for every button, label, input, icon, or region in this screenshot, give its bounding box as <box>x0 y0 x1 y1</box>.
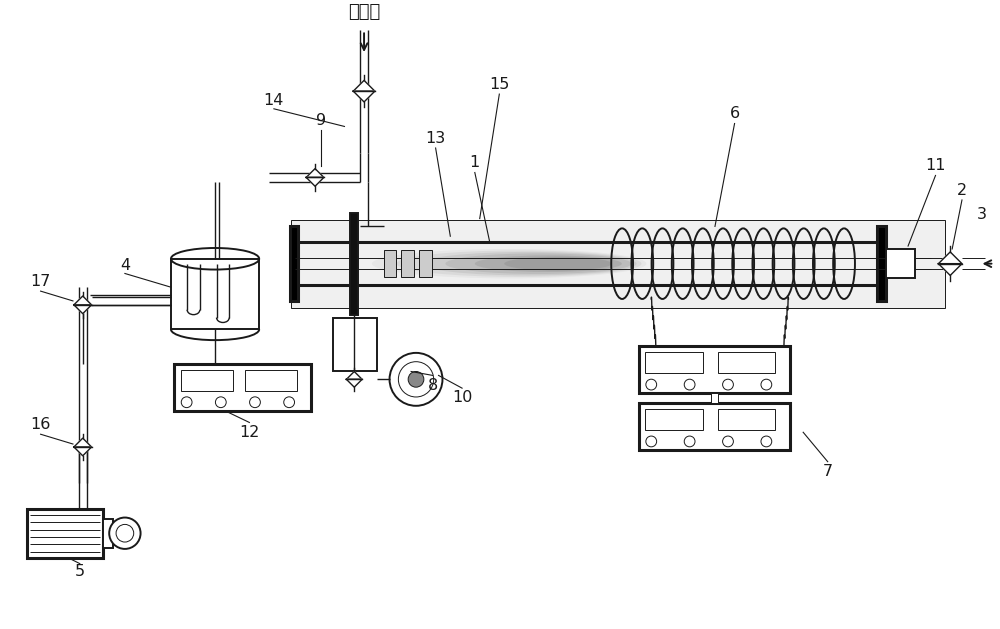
Bar <box>291 220 945 308</box>
Bar <box>639 346 790 393</box>
Bar <box>290 226 298 301</box>
Circle shape <box>109 518 141 549</box>
Text: 14: 14 <box>264 94 284 108</box>
Circle shape <box>284 397 295 408</box>
Bar <box>711 393 718 403</box>
Polygon shape <box>306 169 324 177</box>
Bar <box>401 250 414 277</box>
Circle shape <box>116 525 134 542</box>
Polygon shape <box>74 305 92 314</box>
Circle shape <box>684 436 695 447</box>
Polygon shape <box>353 91 375 102</box>
Text: 17: 17 <box>30 274 51 289</box>
Ellipse shape <box>445 253 632 274</box>
Circle shape <box>761 379 772 390</box>
Circle shape <box>646 436 657 447</box>
Polygon shape <box>74 438 92 447</box>
Text: 1: 1 <box>470 155 480 170</box>
Circle shape <box>684 379 695 390</box>
Circle shape <box>181 397 192 408</box>
Circle shape <box>390 353 442 406</box>
Polygon shape <box>74 296 92 305</box>
Text: 3: 3 <box>977 207 987 222</box>
Polygon shape <box>306 177 324 186</box>
Circle shape <box>723 436 733 447</box>
Circle shape <box>761 436 772 447</box>
Bar <box>718 409 775 430</box>
Text: 10: 10 <box>452 391 472 406</box>
Ellipse shape <box>504 257 612 270</box>
Polygon shape <box>74 447 92 456</box>
Text: 12: 12 <box>239 425 260 440</box>
Text: 11: 11 <box>925 158 946 173</box>
Circle shape <box>646 379 657 390</box>
Bar <box>103 518 113 548</box>
Bar <box>245 370 297 391</box>
Text: 9: 9 <box>316 113 326 128</box>
Bar <box>384 250 396 277</box>
Text: 6: 6 <box>730 106 740 121</box>
Bar <box>419 250 432 277</box>
Ellipse shape <box>421 252 637 276</box>
Bar <box>350 213 358 314</box>
Bar <box>877 226 886 301</box>
Text: 2: 2 <box>957 182 967 198</box>
Bar <box>886 249 915 279</box>
Bar <box>639 403 790 450</box>
Text: 13: 13 <box>425 131 446 146</box>
Text: 4: 4 <box>120 258 130 273</box>
Circle shape <box>723 379 733 390</box>
Text: 通空气: 通空气 <box>348 3 380 21</box>
Bar <box>174 364 311 411</box>
Text: 7: 7 <box>823 464 833 479</box>
Text: 15: 15 <box>489 77 510 92</box>
Polygon shape <box>938 252 962 264</box>
Ellipse shape <box>475 255 622 272</box>
Text: 16: 16 <box>30 417 51 432</box>
Bar <box>181 370 233 391</box>
Bar <box>171 259 259 330</box>
Text: 5: 5 <box>75 564 85 579</box>
Ellipse shape <box>396 250 641 277</box>
Polygon shape <box>346 372 362 379</box>
Bar <box>645 352 703 373</box>
Polygon shape <box>938 264 962 276</box>
Circle shape <box>398 362 434 397</box>
Bar <box>333 318 377 372</box>
Polygon shape <box>353 81 375 91</box>
Bar <box>27 509 103 558</box>
Bar <box>718 352 775 373</box>
Circle shape <box>408 372 424 387</box>
Polygon shape <box>346 379 362 387</box>
Circle shape <box>215 397 226 408</box>
Text: 8: 8 <box>428 378 438 392</box>
Bar <box>645 409 703 430</box>
Circle shape <box>250 397 260 408</box>
Ellipse shape <box>372 249 646 279</box>
